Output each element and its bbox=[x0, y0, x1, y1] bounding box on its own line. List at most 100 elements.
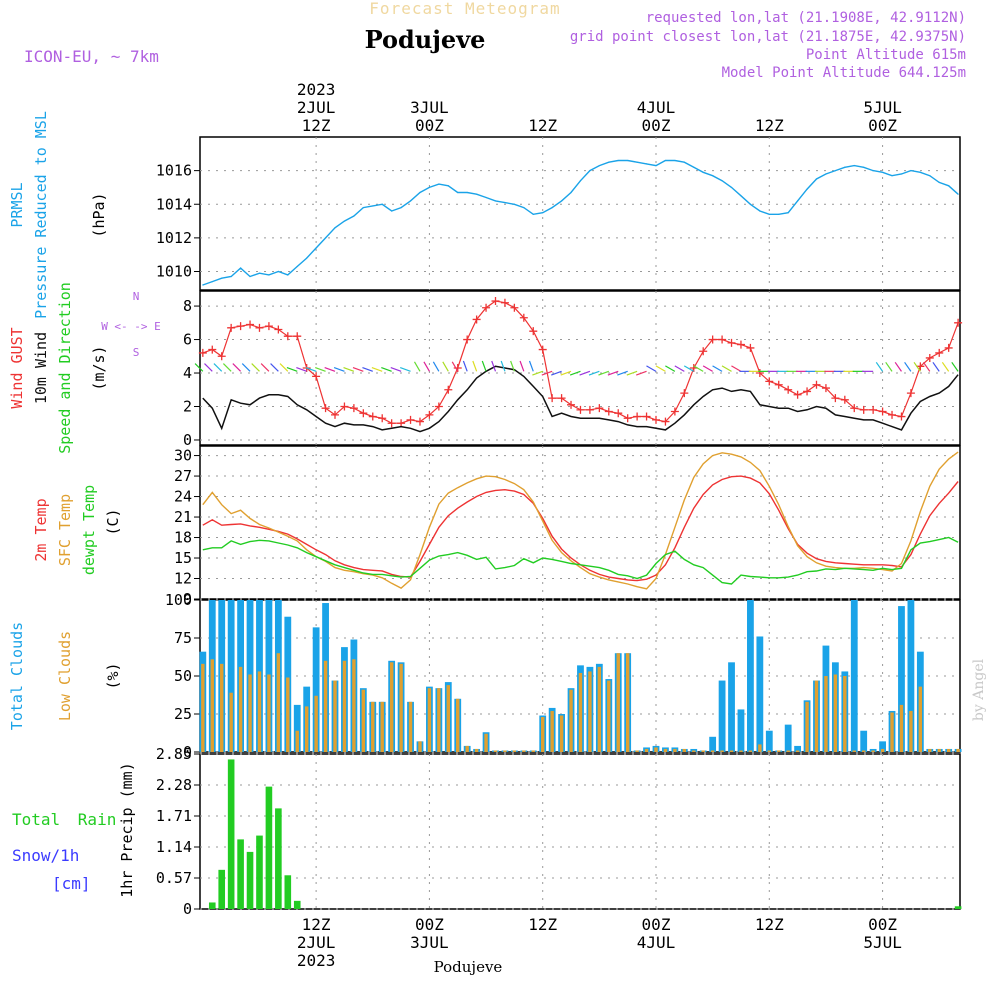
rain-bar bbox=[293, 900, 301, 909]
y-tick-label: 4 bbox=[183, 364, 192, 382]
low-clouds-bar bbox=[635, 750, 639, 752]
pressure-point bbox=[627, 159, 629, 162]
pressure-point bbox=[957, 193, 959, 195]
location-title: Podujeve bbox=[365, 25, 486, 54]
low-clouds-bar bbox=[814, 680, 819, 752]
gust-marker bbox=[746, 343, 755, 352]
gust-marker bbox=[831, 394, 840, 403]
time-label-top: 2023 bbox=[297, 80, 336, 99]
pressure-point bbox=[768, 213, 770, 215]
low-clouds-bar bbox=[371, 701, 375, 752]
low-clouds-bar bbox=[418, 741, 422, 752]
low-clouds-bar bbox=[389, 662, 394, 752]
pressure-point bbox=[797, 200, 799, 202]
low-clouds-bar bbox=[777, 750, 781, 752]
panel-frame bbox=[199, 445, 961, 600]
time-label-top: 12Z bbox=[528, 116, 557, 135]
wind-direction-arrow bbox=[362, 367, 373, 372]
rain-bar bbox=[275, 808, 282, 909]
pressure-point bbox=[853, 164, 855, 167]
wind-direction-arrow bbox=[913, 361, 921, 372]
pressure-label-short: PRMSL bbox=[8, 182, 26, 227]
gust-marker bbox=[803, 387, 812, 396]
low-clouds-bar bbox=[946, 748, 951, 752]
gust-marker bbox=[567, 400, 576, 409]
rain-bar bbox=[227, 759, 235, 909]
low-clouds-bar bbox=[522, 750, 526, 752]
wind-direction-arrow bbox=[241, 363, 251, 372]
low-clouds-bar bbox=[437, 688, 441, 752]
compass-n: N bbox=[133, 290, 140, 303]
low-clouds-bar bbox=[361, 689, 366, 752]
pressure-point bbox=[636, 161, 638, 163]
pressure-point bbox=[353, 215, 355, 217]
low-clouds-bar bbox=[342, 660, 347, 752]
total-clouds-bar bbox=[756, 636, 764, 752]
total-rain-label: Total Rain bbox=[12, 810, 116, 829]
precip-panel: 0 0.57 1.14 1.71 2.28 2.85 bbox=[156, 745, 962, 918]
pressure-point bbox=[221, 277, 223, 279]
low-clouds-bar bbox=[720, 750, 724, 752]
pressure-unit: (hPa) bbox=[90, 192, 108, 237]
gust-marker bbox=[198, 348, 207, 357]
gust-marker bbox=[510, 303, 519, 312]
low-clouds-bar bbox=[267, 674, 271, 752]
low-clouds-bar bbox=[588, 671, 592, 752]
pressure-panel: 1010 1012 1014 1016 bbox=[156, 136, 961, 291]
low-clouds-bar bbox=[880, 748, 885, 752]
pressure-point bbox=[702, 171, 704, 173]
gust-marker bbox=[387, 419, 396, 428]
wind-direction-arrow bbox=[674, 365, 685, 372]
gust-marker bbox=[576, 405, 585, 414]
gust-marker bbox=[264, 322, 273, 331]
pressure-point bbox=[324, 237, 327, 239]
pressure-point bbox=[900, 173, 903, 175]
pressure-point bbox=[532, 213, 534, 215]
pressure-point bbox=[306, 257, 308, 259]
pressure-point bbox=[296, 265, 298, 268]
wind-panel: 0 2 4 6 8 bbox=[183, 290, 963, 449]
gust-marker bbox=[652, 415, 660, 424]
low-clouds-bar bbox=[220, 663, 224, 752]
wind-direction-arrow bbox=[213, 363, 223, 372]
low-clouds-bar bbox=[503, 750, 507, 752]
low-clouds-label: Low Clouds bbox=[56, 631, 74, 721]
wind-direction-arrow bbox=[541, 370, 553, 376]
gust-marker bbox=[406, 415, 415, 424]
gust-marker bbox=[331, 410, 340, 419]
low-clouds-bar bbox=[899, 704, 904, 752]
rain-bar bbox=[237, 839, 244, 909]
y-tick-label: 18 bbox=[174, 529, 192, 547]
pressure-point bbox=[749, 203, 752, 205]
pressure-point bbox=[447, 185, 449, 187]
pressure-point bbox=[910, 170, 912, 172]
y-tick-label: 15 bbox=[174, 549, 192, 567]
pressure-point bbox=[438, 183, 440, 185]
time-label-top: 12Z bbox=[755, 116, 784, 135]
low-clouds-bar bbox=[559, 715, 564, 752]
low-clouds-bar bbox=[862, 750, 866, 752]
wind-direction-arrow bbox=[279, 363, 289, 372]
low-clouds-bar bbox=[824, 676, 828, 752]
grid-coords: grid point closest lon,lat (21.1875E, 42… bbox=[570, 29, 966, 45]
wind-direction-arrow bbox=[399, 367, 411, 372]
gust-marker bbox=[472, 315, 481, 324]
y-tick-label: 75 bbox=[174, 629, 192, 647]
gust-marker bbox=[283, 332, 292, 341]
wind-direction-arrow bbox=[251, 363, 260, 372]
wind-direction-arrow bbox=[352, 367, 364, 372]
pressure-point bbox=[457, 191, 459, 194]
gust-marker bbox=[718, 335, 727, 344]
wind-direction-arrow bbox=[462, 360, 468, 372]
time-label-bottom: 12Z bbox=[528, 915, 557, 934]
pressure-point bbox=[929, 175, 931, 177]
wind-direction-arrow bbox=[519, 360, 525, 372]
pressure-point bbox=[239, 267, 242, 269]
pressure-point bbox=[230, 275, 232, 278]
low-clouds-bar bbox=[493, 750, 498, 752]
total-clouds-bar bbox=[293, 704, 301, 752]
pressure-point bbox=[674, 159, 676, 162]
gust-marker bbox=[491, 297, 500, 306]
temp-sfc-line bbox=[202, 451, 959, 590]
total-clouds-bar bbox=[718, 680, 726, 752]
